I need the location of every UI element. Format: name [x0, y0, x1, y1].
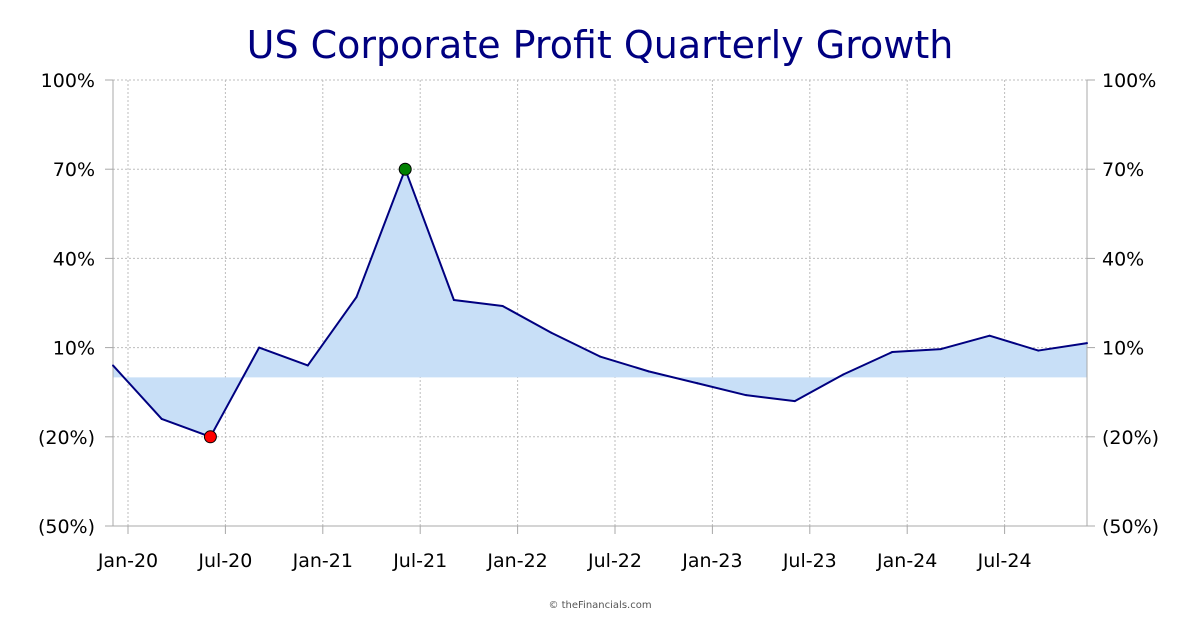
- series-line: [112, 168, 1088, 438]
- area: [113, 169, 1087, 437]
- x-tick-label: Jan-24: [876, 550, 937, 572]
- area-fill: [113, 169, 1087, 437]
- x-tick-label: Jul-22: [587, 550, 642, 572]
- series-line-path: [112, 168, 1088, 438]
- data-point: [550, 331, 553, 334]
- y-tick-label-left: 40%: [53, 248, 95, 270]
- y-tick-label-left: 100%: [41, 70, 95, 92]
- y-tick-label-right: (50%): [1102, 516, 1159, 538]
- x-tick-labels: Jan-20 Jul-20 Jan-21 Jul-21 Jan-22 Jul-22 Jan-…: [97, 550, 1032, 572]
- x-tick-label: Jan-22: [486, 550, 547, 572]
- y-tick-label-right: (20%): [1102, 427, 1159, 449]
- x-tick-label: Jul-21: [392, 550, 447, 572]
- y-tick-label-left: 70%: [53, 159, 95, 181]
- y-tick-label-left: (50%): [38, 516, 95, 538]
- axes: [105, 79, 1095, 534]
- x-tick-label: Jan-20: [97, 550, 158, 572]
- x-tick-label: Jul-23: [782, 550, 837, 572]
- data-point: [647, 370, 650, 373]
- y-tick-label-right: 10%: [1102, 338, 1144, 360]
- credit-text: © theFinancials.com: [548, 600, 651, 611]
- y-tick-label-left: (20%): [38, 427, 95, 449]
- min-marker: [203, 430, 217, 444]
- y-tick-labels-left: (50%) (20%) 10% 40% 70% 100%: [38, 70, 95, 538]
- data-point: [891, 351, 894, 354]
- y-tick-label-right: 40%: [1102, 248, 1144, 270]
- grid: [113, 79, 1087, 527]
- data-point: [355, 296, 358, 299]
- y-tick-label-right: 100%: [1102, 70, 1156, 92]
- data-point: [112, 364, 114, 367]
- data-point: [988, 334, 991, 337]
- x-tick-label: Jul-24: [977, 550, 1032, 572]
- data-point: [1037, 349, 1040, 352]
- data-point: [745, 394, 748, 397]
- data-point: [452, 299, 455, 302]
- data-point: [599, 355, 601, 358]
- x-tick-label: Jul-20: [197, 550, 252, 572]
- y-tick-label-left: 10%: [53, 338, 95, 360]
- data-point: [1086, 342, 1088, 345]
- x-tick-label: Jan-21: [292, 550, 353, 572]
- chart-title: US Corporate Profit Quarterly Growth: [247, 23, 954, 67]
- y-tick-label-right: 70%: [1102, 159, 1144, 181]
- markers: [203, 162, 412, 444]
- y-tick-labels-right: (50%) (20%) 10% 40% 70% 100%: [1102, 70, 1159, 538]
- x-tick-label: Jan-23: [681, 550, 742, 572]
- data-point: [939, 348, 942, 351]
- data-point: [842, 373, 845, 376]
- data-point: [258, 346, 261, 349]
- data-point: [696, 382, 699, 385]
- data-point: [160, 417, 163, 420]
- data-point: [793, 400, 796, 403]
- max-marker: [398, 162, 412, 176]
- data-point: [306, 364, 309, 367]
- data-point: [501, 304, 504, 307]
